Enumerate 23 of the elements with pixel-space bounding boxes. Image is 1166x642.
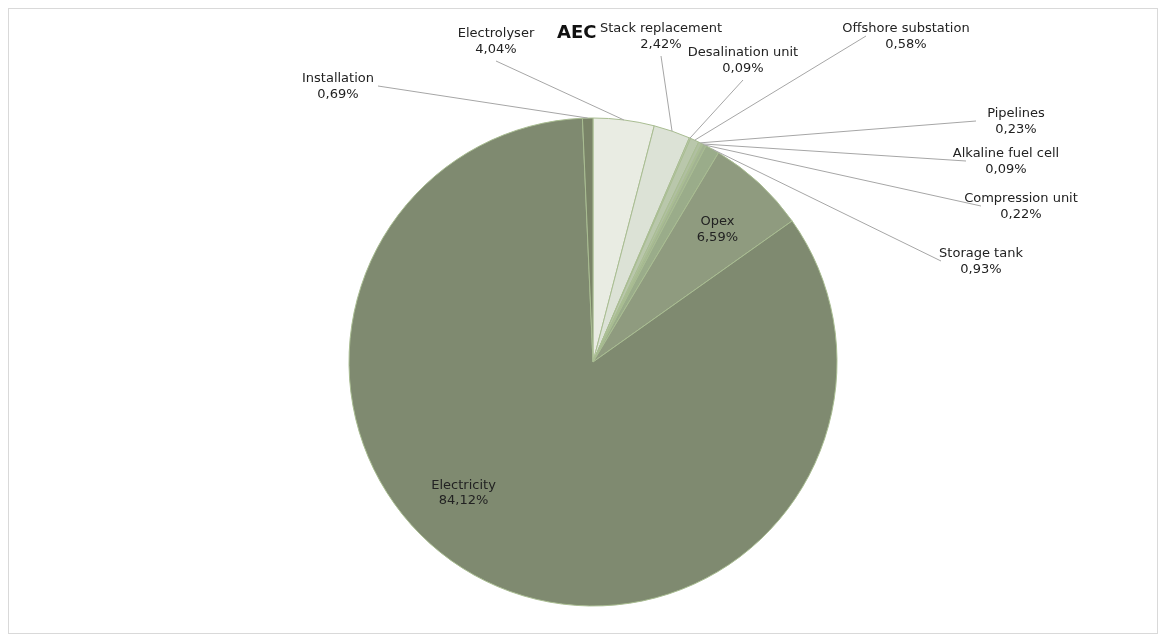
data-label: 4,04%: [475, 40, 517, 56]
data-label: 0,22%: [1000, 205, 1042, 221]
slice-label: Installation: [301, 70, 375, 85]
slice-label: Offshore substation: [842, 20, 970, 35]
slice-label: Electrolyser: [457, 25, 535, 40]
slice-label: Compression unit: [964, 190, 1078, 205]
slice-label: Pipelines: [987, 105, 1046, 120]
data-label: 0,23%: [995, 120, 1037, 136]
slice-label: Desalination unit: [687, 44, 799, 59]
data-label: 0,58%: [885, 35, 927, 51]
slice-label: Storage tank: [939, 245, 1024, 260]
data-label: 0,09%: [985, 160, 1027, 176]
data-label: 0,69%: [317, 85, 359, 101]
data-label: 0,09%: [722, 59, 764, 75]
data-label: 2,42%: [640, 35, 682, 51]
chart-title: AEC: [557, 21, 597, 42]
slice-label: Alkaline fuel cell: [952, 145, 1060, 160]
slice-label: Electricity: [431, 476, 497, 492]
slice-label: Stack replacement: [599, 20, 723, 35]
slice-label: Opex: [700, 213, 735, 229]
data-label: 0,93%: [960, 260, 1002, 276]
data-label: 84,12%: [438, 492, 489, 508]
data-label: 6,59%: [696, 228, 739, 244]
